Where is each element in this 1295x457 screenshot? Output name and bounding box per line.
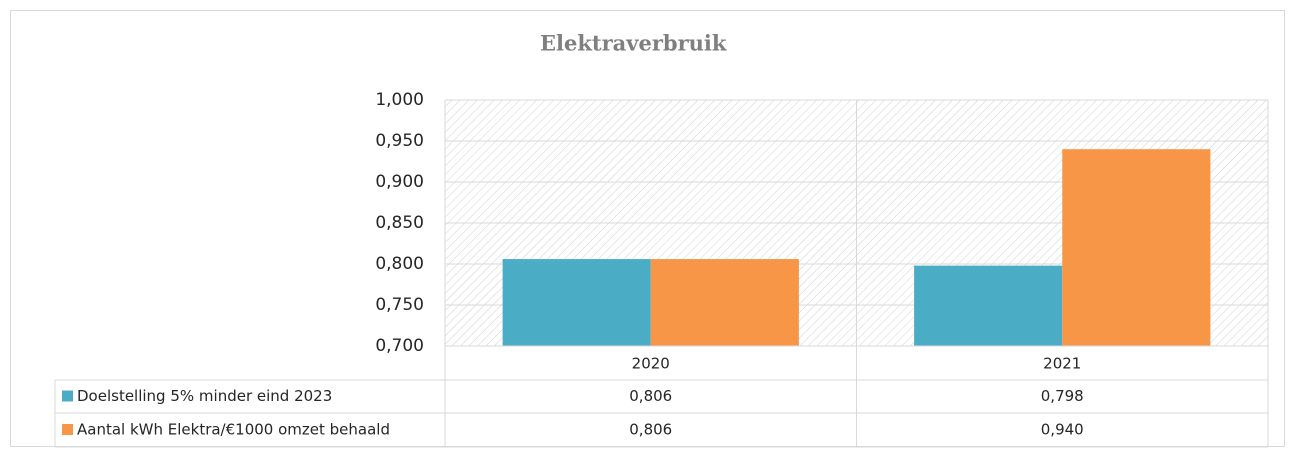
- y-tick-label: 0,900: [375, 172, 424, 192]
- y-tick-label: 0,700: [375, 336, 424, 356]
- y-tick-label: 0,850: [375, 213, 424, 233]
- bar: [914, 265, 1063, 346]
- data-table-value: 0,940: [1041, 421, 1084, 439]
- data-table-value: 0,806: [629, 387, 672, 405]
- y-tick-label: 0,950: [375, 131, 424, 151]
- chart-title: Elektraverbruik: [540, 31, 727, 56]
- x-tick-label: 2021: [1043, 355, 1081, 373]
- data-table-value: 0,806: [629, 421, 672, 439]
- legend-label: Aantal kWh Elektra/€1000 omzet behaald: [77, 421, 390, 439]
- bar: [650, 259, 799, 346]
- y-tick-label: 0,750: [375, 295, 424, 315]
- legend-swatch: [62, 424, 73, 435]
- legend-label: Doelstelling 5% minder eind 2023: [77, 387, 332, 405]
- y-tick-label: 1,000: [375, 90, 424, 110]
- y-tick-label: 0,800: [375, 254, 424, 274]
- x-tick-label: 2020: [632, 355, 670, 373]
- bar: [502, 259, 651, 346]
- data-table-value: 0,798: [1041, 387, 1084, 405]
- legend-swatch: [62, 390, 73, 402]
- bar: [1062, 149, 1211, 346]
